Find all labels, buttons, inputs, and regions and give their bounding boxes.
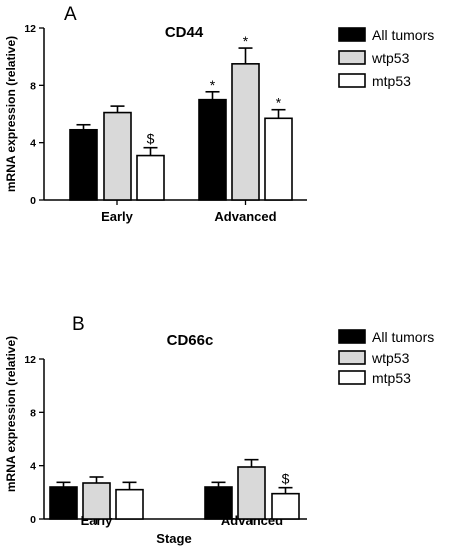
legend-swatch <box>338 329 366 344</box>
bar <box>271 492 300 520</box>
bar <box>103 111 132 201</box>
y-tick-label: 8 <box>30 80 36 92</box>
x-axis-label: Stage <box>156 531 191 546</box>
significance-mark: * <box>210 77 216 93</box>
legend-label: wtp53 <box>371 50 410 66</box>
legend-label: wtp53 <box>371 350 410 366</box>
chart-title: CD44 <box>165 24 204 41</box>
legend-swatch <box>338 27 366 42</box>
category-label: Advanced <box>214 209 276 224</box>
y-tick-label: 12 <box>24 354 36 366</box>
bar <box>49 486 78 520</box>
y-tick-label: 8 <box>30 407 36 419</box>
chart-title: CD66c <box>167 332 214 349</box>
significance-mark: * <box>243 33 249 49</box>
category-label: Early <box>101 209 134 224</box>
bar <box>237 466 266 520</box>
y-tick-label: 4 <box>30 138 36 150</box>
legend-label: mtp53 <box>372 73 411 89</box>
y-tick-label: 4 <box>30 461 36 473</box>
category-label: Advanced <box>221 513 283 528</box>
panel-a: A CD44 mRNA expression (relative) 0 4 8 12 Earl… <box>4 4 434 224</box>
legend-swatch <box>338 350 366 365</box>
bar <box>231 63 260 201</box>
bar <box>115 488 144 520</box>
bar <box>264 117 293 201</box>
bar <box>204 486 233 520</box>
significance-mark: $ <box>282 471 290 487</box>
legend-label: All tumors <box>372 329 434 345</box>
panel-letter: B <box>72 314 85 335</box>
y-tick-label: 0 <box>30 514 36 526</box>
bar <box>82 482 111 520</box>
legend-swatch <box>338 50 366 65</box>
bar <box>136 154 165 201</box>
legend-label: mtp53 <box>372 370 411 386</box>
y-axis-label: mRNA expression (relative) <box>4 36 18 192</box>
y-axis-label: mRNA expression (relative) <box>4 336 18 492</box>
legend-label: All tumors <box>372 27 434 43</box>
significance-mark: $ <box>147 131 155 147</box>
y-tick-label: 0 <box>30 195 36 207</box>
bar <box>69 128 98 201</box>
legend-swatch <box>338 73 366 88</box>
bar <box>198 98 227 201</box>
significance-mark: * <box>276 95 282 111</box>
legend-swatch <box>338 370 366 385</box>
y-tick-label: 12 <box>24 23 36 35</box>
panel-letter: A <box>64 4 77 25</box>
